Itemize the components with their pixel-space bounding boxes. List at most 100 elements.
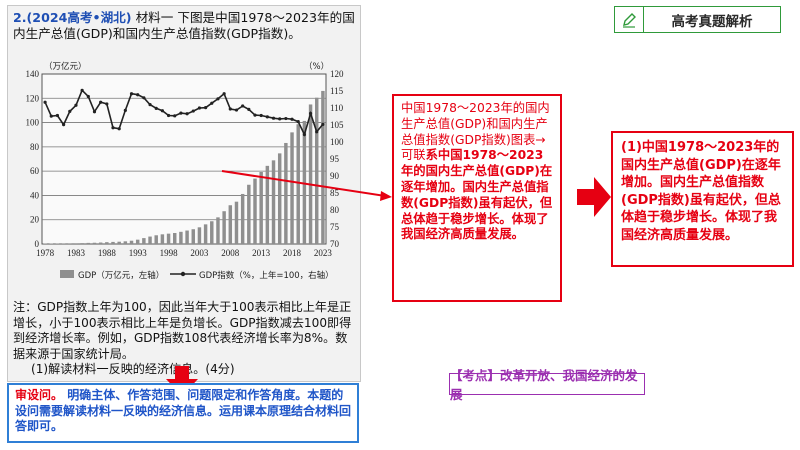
answer-box: (1)中国1978～2023年的国内生产总值(GDP)在逐年增加。国内生产总值指…	[611, 131, 794, 267]
right-tick-label: 85	[330, 188, 340, 198]
left-tick-label: 120	[26, 93, 40, 103]
question-panel: 2.(2024高考•湖北) 材料一 下图是中国1978～2023年的国内生产总值…	[7, 5, 361, 382]
tag-label: 高考真题解析	[671, 13, 753, 30]
right-tick-label: 115	[330, 86, 344, 96]
middle-plain-text: 中国1978～2023年的国内生产总值(GDP)和国内生产总值指数(GDP指数)…	[401, 101, 550, 163]
gdp-index-point	[148, 103, 152, 107]
gdp-index-point	[302, 132, 306, 137]
gdp-bar	[308, 104, 313, 244]
gdp-bar	[203, 224, 208, 244]
gdp-bar	[185, 230, 189, 244]
key-point-box: 【考点】改革开放、我国经济的发展	[449, 368, 645, 402]
gdp-index-point	[234, 108, 239, 112]
gdp-index-point	[80, 88, 84, 92]
gdp-bar	[191, 229, 195, 244]
right-tick-label: 100	[330, 137, 344, 147]
gdp-index-point	[154, 106, 158, 110]
note-text: 注：GDP指数上年为100，因此当年大于100表示相比上年是正增长，小于100表…	[13, 300, 352, 361]
right-tick-label: 95	[330, 154, 340, 164]
gdp-bar	[179, 231, 183, 244]
left-tick-label: 0	[35, 239, 40, 249]
right-tick-label: 70	[330, 239, 340, 249]
gdp-bar	[210, 221, 214, 244]
gdp-index-point	[173, 114, 177, 118]
gdp-bar	[173, 232, 177, 244]
gdp-bar	[160, 234, 165, 244]
analysis-body: 明确主体、作答范围、问题限定和作答角度。本题的设问需要解读材料一反映的经济信息。…	[15, 388, 352, 433]
gdp-bar	[302, 120, 307, 244]
gdp-bar	[105, 242, 109, 244]
gdp-index-point	[216, 97, 220, 101]
gdp-index-point	[241, 104, 245, 108]
right-arrow-icon	[577, 177, 611, 217]
gdp-bar	[117, 241, 121, 244]
left-tick-label: 60	[30, 166, 40, 176]
gdp-index-point	[308, 111, 313, 116]
legend-index-label: GDP指数（%，上年=100，右轴）	[199, 270, 334, 281]
gdp-bar	[234, 201, 239, 244]
gdp-index-point	[117, 127, 121, 131]
gdp-bar	[61, 243, 66, 244]
left-tick-label: 140	[26, 69, 40, 79]
gdp-index-point	[278, 117, 282, 121]
question-text: 材料一 下图是中国1978～2023年的国内生产总值(GDP)和国内生产总值指数…	[13, 10, 355, 41]
right-axis-unit: （%）	[304, 61, 329, 72]
gdp-index-point	[265, 115, 269, 119]
right-tick-label: 75	[330, 222, 340, 232]
question-intro: 2.(2024高考•湖北) 材料一 下图是中国1978～2023年的国内生产总值…	[13, 10, 358, 42]
gdp-bar	[166, 233, 171, 244]
x-tick-label: 2018	[283, 248, 302, 258]
gdp-index-point	[271, 116, 276, 120]
gdp-index-point	[210, 101, 214, 105]
gdp-index-point	[296, 120, 300, 124]
pencil-icon	[615, 7, 644, 32]
gdp-bar	[259, 171, 263, 244]
gdp-bar	[135, 239, 140, 244]
gdp-index-point	[136, 93, 140, 97]
gdp-bar	[284, 142, 288, 244]
x-tick-label: 1988	[98, 248, 117, 258]
gdp-index-point	[179, 111, 183, 115]
gdp-index-point	[228, 107, 232, 111]
gdp-index-point	[123, 108, 127, 112]
gdp-index-point	[166, 113, 171, 118]
x-tick-label: 2023	[314, 248, 333, 258]
gdp-index-point	[55, 113, 60, 118]
gdp-index-point	[62, 123, 66, 127]
gdp-bar	[74, 243, 78, 244]
gdp-bar	[142, 238, 146, 244]
left-tick-label: 100	[26, 118, 40, 128]
gdp-bar	[290, 132, 294, 244]
gdp-index-point	[222, 92, 226, 96]
x-tick-label: 1978	[36, 248, 55, 258]
gdp-bar	[154, 235, 158, 244]
gdp-bar	[315, 97, 319, 244]
gdp-bar	[68, 243, 72, 244]
gdp-index-point	[284, 116, 288, 121]
question-number: 2.(2024高考•湖北)	[13, 10, 132, 25]
gdp-index-point	[321, 122, 325, 126]
gdp-bar	[277, 153, 282, 244]
gdp-index-point	[142, 96, 146, 100]
gdp-index-point	[160, 109, 164, 113]
left-tick-label: 20	[30, 215, 40, 225]
gdp-index-point	[253, 113, 257, 117]
gdp-index-line	[44, 88, 324, 137]
gdp-bar	[148, 236, 152, 244]
legend-gdp-label: GDP（万亿元，左轴）	[78, 270, 164, 281]
gdp-index-point	[185, 112, 189, 116]
right-tick-label: 120	[330, 69, 344, 79]
x-tick-label: 1983	[67, 248, 86, 258]
gdp-chart: 0 20 40 60 80 100 120 140 70 75 80 85 90 95 100 105 110 1…	[8, 56, 360, 301]
gdp-bar	[92, 242, 97, 244]
right-tick-label: 80	[330, 205, 340, 215]
legend-index-marker	[180, 271, 186, 277]
left-axis-unit: （万亿元）	[44, 61, 87, 72]
gdp-bar	[253, 178, 257, 244]
analysis-lead: 审设问。	[15, 388, 64, 402]
gdp-index-point	[74, 103, 78, 107]
gdp-bar	[86, 242, 91, 244]
gdp-index-point	[129, 92, 134, 96]
gdp-bar	[228, 205, 233, 244]
x-tick-label: 2003	[190, 248, 209, 258]
